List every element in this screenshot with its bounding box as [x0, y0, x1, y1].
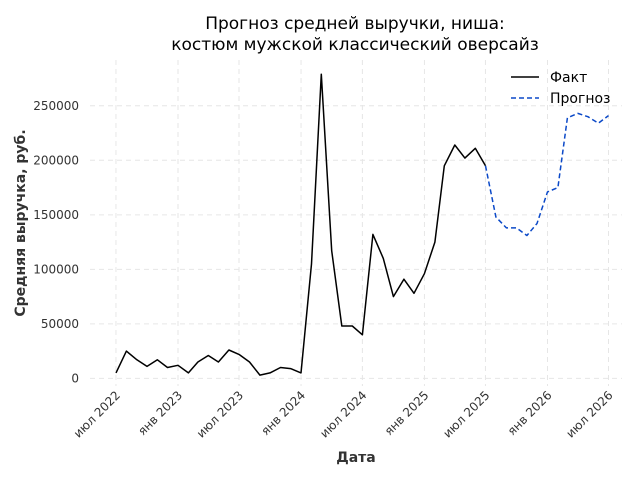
- y-tick-label: 100000: [33, 262, 79, 276]
- x-axis-label: Дата: [336, 450, 375, 466]
- x-tick-label: июл 2025: [440, 388, 492, 440]
- x-tick-label: июл 2026: [563, 388, 615, 440]
- y-tick-label: 0: [71, 371, 79, 385]
- chart-title: Прогноз средней выручки, ниша: костюм му…: [171, 14, 539, 55]
- chart-title-line-2: костюм мужской классический оверсайз: [171, 35, 539, 55]
- x-axis-ticks: июл 2022 янв 2023 июл 2023 янв 2024 июл 2024…: [71, 388, 616, 440]
- y-tick-label: 50000: [41, 317, 79, 331]
- x-tick-label: янв 2024: [258, 388, 308, 438]
- x-tick-label: янв 2025: [382, 388, 432, 438]
- x-tick-label: янв 2023: [135, 388, 185, 438]
- y-axis-ticks: 0 50000 100000 150000 200000 250000: [33, 99, 79, 386]
- x-tick-label: июл 2022: [71, 388, 123, 440]
- series-line-forecast: [484, 112, 609, 237]
- legend-label-fact: Факт: [550, 70, 587, 86]
- series-line-fact: [115, 73, 487, 376]
- y-tick-label: 200000: [33, 153, 79, 167]
- chart-title-line-1: Прогноз средней выручки, ниша:: [205, 14, 505, 34]
- legend-label-forecast: Прогноз: [550, 91, 611, 107]
- x-tick-label: июл 2024: [317, 388, 369, 440]
- x-tick-label: июл 2023: [194, 388, 246, 440]
- y-axis-label: Средняя выручка, руб.: [13, 129, 29, 316]
- y-tick-label: 150000: [33, 208, 79, 222]
- x-tick-label: янв 2026: [505, 388, 555, 438]
- series-lines: [115, 73, 609, 376]
- grid-lines: [90, 60, 622, 386]
- legend: Факт Прогноз: [511, 70, 611, 107]
- y-tick-label: 250000: [33, 99, 79, 113]
